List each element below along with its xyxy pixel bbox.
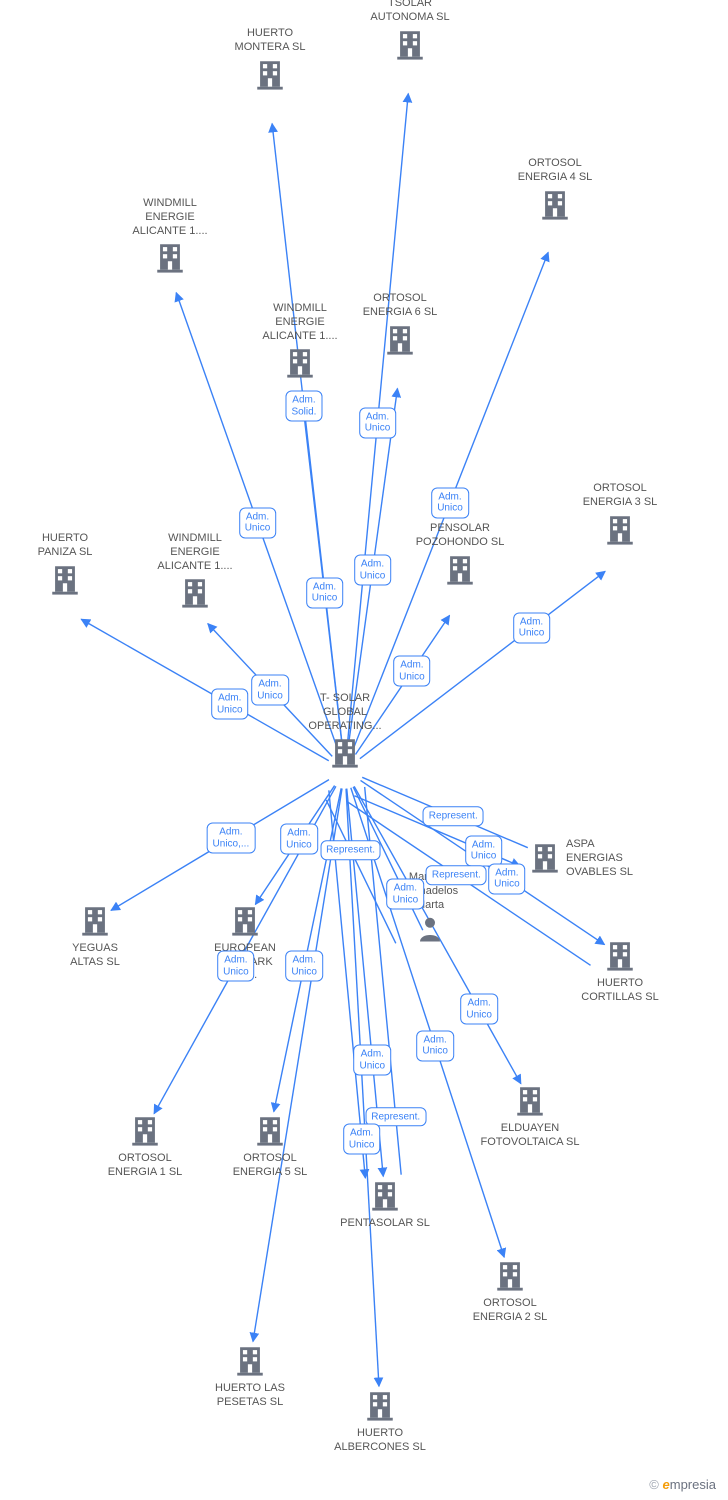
edge-line — [302, 399, 343, 752]
edge-line — [208, 624, 332, 757]
edge-line — [348, 389, 398, 752]
edge-line — [355, 615, 449, 754]
edge-line — [81, 619, 329, 760]
edge-line — [353, 787, 423, 930]
edge-line — [360, 571, 605, 758]
copyright-symbol: © — [649, 1477, 659, 1492]
edge-line — [176, 293, 339, 753]
edge-line — [351, 788, 504, 1257]
edge-line — [347, 801, 591, 965]
edge-line — [253, 788, 342, 1341]
edge-line — [154, 786, 336, 1113]
edge-line — [347, 94, 409, 752]
graph-edges-layer — [0, 0, 728, 1500]
edge-line — [329, 790, 365, 1178]
edge-line — [111, 780, 329, 911]
edge-line — [347, 789, 383, 1177]
brand-mark: e — [663, 1477, 670, 1492]
edge-line — [255, 786, 334, 905]
footer-copyright: © empresia — [649, 1477, 716, 1492]
edge-line — [346, 789, 379, 1387]
brand-rest: mpresia — [670, 1477, 716, 1492]
